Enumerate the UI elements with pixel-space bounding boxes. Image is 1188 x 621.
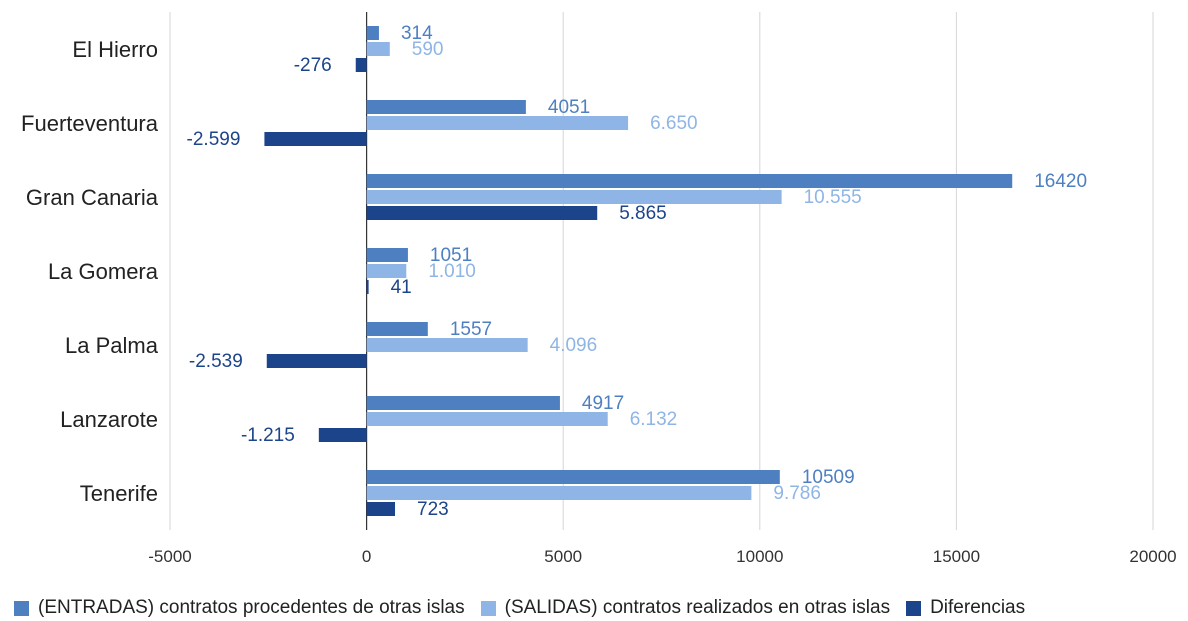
data-label: 10.555	[804, 187, 862, 208]
bar-salidas	[366, 116, 629, 130]
x-tick-label: -5000	[148, 547, 191, 566]
legend-item: (ENTRADAS) contratos procedentes de otra…	[14, 597, 465, 619]
x-tick-label: 20000	[1129, 547, 1176, 566]
bar-diferencias	[266, 354, 367, 368]
data-label: 590	[412, 39, 444, 60]
legend-item: (SALIDAS) contratos realizados en otras …	[480, 597, 891, 619]
data-label: 10509	[802, 467, 855, 488]
data-label: 9.786	[773, 483, 821, 504]
bar-diferencias	[318, 428, 367, 442]
data-label: 1557	[450, 319, 492, 340]
category-label: La Gomera	[48, 259, 159, 284]
data-label: 16420	[1034, 171, 1087, 192]
legend-label: (SALIDAS) contratos realizados en otras …	[504, 597, 891, 618]
legend: (ENTRADAS) contratos procedentes de otra…	[14, 597, 1041, 619]
bar-salidas	[366, 42, 390, 56]
bar-diferencias	[355, 58, 367, 72]
data-label: 1051	[430, 245, 472, 266]
bar-entradas	[366, 26, 379, 40]
category-label: El Hierro	[72, 37, 158, 62]
bar-salidas	[366, 264, 407, 278]
bar-diferencias	[366, 280, 369, 294]
data-label: 41	[391, 277, 412, 298]
bars	[264, 26, 1013, 516]
category-label: Fuerteventura	[21, 111, 159, 136]
data-label: 4917	[582, 393, 624, 414]
data-label: 5.865	[619, 203, 667, 224]
bar-diferencias	[366, 206, 598, 220]
bar-salidas	[366, 190, 782, 204]
data-label: -276	[294, 55, 332, 76]
bar-entradas	[366, 322, 428, 336]
bar-salidas	[366, 486, 752, 500]
data-label: -2.599	[187, 129, 241, 150]
data-label: 723	[417, 499, 449, 520]
gridlines	[169, 12, 1154, 530]
x-tick-label: 10000	[736, 547, 783, 566]
bar-diferencias	[264, 132, 367, 146]
bar-entradas	[366, 174, 1013, 188]
legend-swatch	[480, 600, 496, 616]
category-label: Tenerife	[80, 481, 158, 506]
data-label: 6.650	[650, 113, 698, 134]
data-label: -1.215	[241, 425, 295, 446]
category-label: Lanzarote	[60, 407, 158, 432]
legend-label: (ENTRADAS) contratos procedentes de otra…	[38, 597, 465, 618]
data-label: 4.096	[550, 335, 598, 356]
category-label: Gran Canaria	[26, 185, 159, 210]
x-axis-tick-labels: -5000 0 5000 10000 15000 20000	[148, 547, 1176, 566]
bar-entradas	[366, 100, 526, 114]
x-tick-label: 15000	[933, 547, 980, 566]
bar-diferencias	[366, 502, 396, 516]
bar-entradas	[366, 470, 780, 484]
legend-swatch	[14, 600, 29, 616]
bar-entradas	[366, 248, 408, 262]
data-label: -2.539	[189, 351, 243, 372]
x-tick-label: 5000	[544, 547, 582, 566]
bar-salidas	[366, 338, 528, 352]
data-label: 4051	[548, 97, 590, 118]
x-tick-label: 0	[362, 547, 371, 566]
legend-label: Diferencias	[930, 597, 1026, 618]
category-label: La Palma	[65, 333, 159, 358]
data-label: 6.132	[630, 409, 678, 430]
data-label: 1.010	[428, 261, 476, 282]
legend-swatch	[906, 600, 922, 616]
category-labels: El Hierro Fuerteventura Gran Canaria La Gom…	[21, 37, 159, 506]
legend-item: Diferencias	[906, 597, 1025, 619]
bar-salidas	[366, 412, 608, 426]
bar-entradas	[366, 396, 560, 410]
data-label: 314	[401, 23, 433, 44]
